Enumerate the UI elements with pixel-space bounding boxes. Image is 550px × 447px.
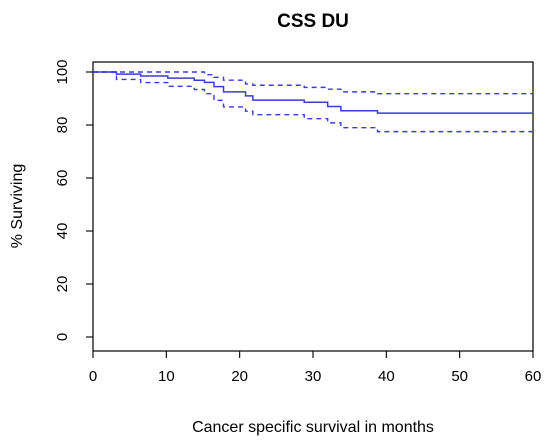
y-tick-label: 60 — [54, 170, 71, 187]
y-tick-label: 20 — [54, 276, 71, 293]
x-axis-label: Cancer specific survival in months — [192, 419, 434, 436]
x-tick-label: 30 — [305, 368, 322, 385]
x-tick-label: 20 — [231, 368, 248, 385]
series-layer — [93, 71, 533, 133]
x-tick-label: 0 — [89, 368, 97, 385]
y-tick-label: 40 — [54, 223, 71, 240]
y-tick-label: 0 — [54, 333, 71, 341]
x-tick-label: 40 — [378, 368, 395, 385]
plot-frame — [92, 61, 534, 352]
x-tick-label: 50 — [451, 368, 468, 385]
x-tick-label: 10 — [158, 368, 175, 385]
upper-ci-curve — [93, 71, 533, 95]
survival-curve — [93, 71, 533, 114]
x-tick-label: 60 — [525, 368, 542, 385]
y-axis-label: % Surviving — [9, 164, 26, 248]
y-tick-label: 80 — [54, 117, 71, 134]
lower-ci-curve — [93, 71, 533, 133]
chart-title: CSS DU — [277, 11, 349, 32]
y-axis: 0 20 40 60 80 100 — [54, 59, 93, 341]
y-tick-label: 100 — [54, 59, 71, 84]
x-axis: 0 10 20 30 40 50 60 — [89, 351, 542, 385]
